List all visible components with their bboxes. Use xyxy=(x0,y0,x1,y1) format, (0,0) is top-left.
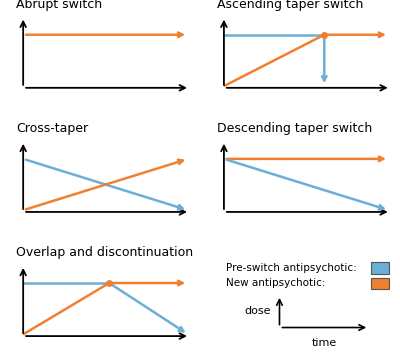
Text: Cross-taper: Cross-taper xyxy=(16,122,88,135)
Text: dose: dose xyxy=(244,306,270,316)
FancyBboxPatch shape xyxy=(371,262,389,274)
Text: New antipsychotic:: New antipsychotic: xyxy=(226,278,325,288)
Text: Descending taper switch: Descending taper switch xyxy=(217,122,372,135)
Text: Ascending taper switch: Ascending taper switch xyxy=(217,0,363,11)
Text: Overlap and discontinuation: Overlap and discontinuation xyxy=(16,246,193,259)
FancyBboxPatch shape xyxy=(371,278,389,289)
Text: Abrupt switch: Abrupt switch xyxy=(16,0,102,11)
Text: Pre-switch antipsychotic:: Pre-switch antipsychotic: xyxy=(226,262,356,272)
Text: time: time xyxy=(312,338,337,348)
